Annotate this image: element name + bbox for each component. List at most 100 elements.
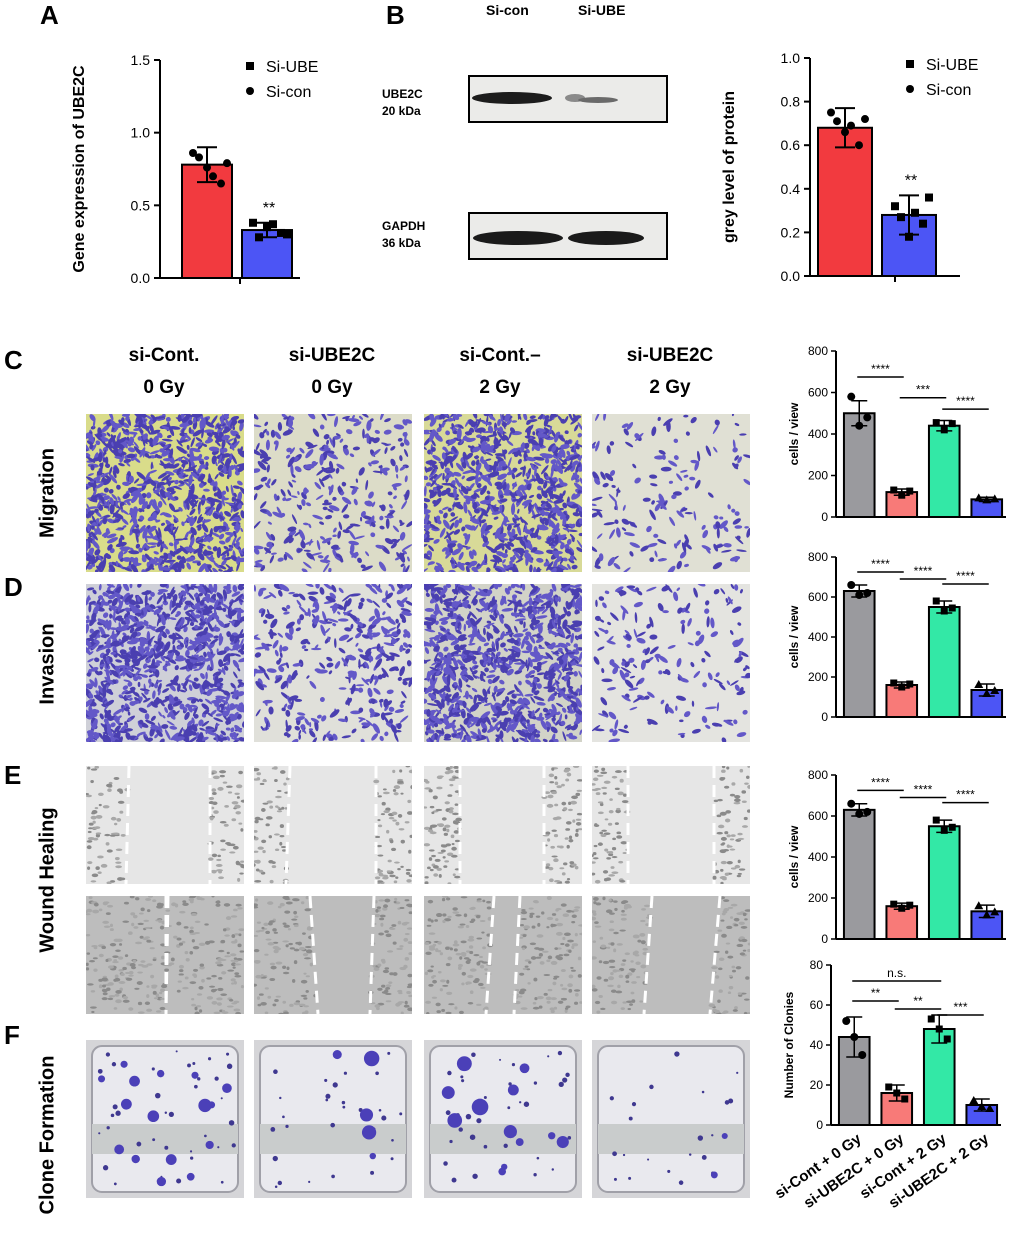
panel-a-bar-chart: 0.0 0.5 1.0 1.5 Gene expression of UBE2C ** Si…	[71, 52, 318, 286]
data-point	[855, 141, 863, 150]
y-tick-label: 600	[808, 590, 828, 604]
data-point	[974, 493, 984, 502]
data-point	[858, 1051, 867, 1059]
data-point	[948, 604, 956, 612]
y-axis-label: Number of Clonies	[782, 991, 796, 1098]
invasion-bar-chart: 0 200 400 600 800 cells / view **** **** ****	[787, 550, 1006, 724]
data-point	[249, 218, 257, 227]
y-tick-label: 800	[808, 550, 828, 564]
data-point	[890, 900, 898, 908]
bar	[817, 126, 873, 278]
significance-label: **	[871, 986, 881, 1000]
panel-b-bar-chart: 0.0 0.2 0.4 0.6 0.8 1.0 grey level of protein *…	[721, 50, 978, 284]
data-point	[948, 420, 956, 428]
significance-label: ****	[956, 788, 975, 802]
data-point	[940, 826, 948, 834]
wound-24h-image-3	[424, 896, 582, 1014]
y-tick-label: 0.0	[781, 268, 801, 284]
data-point	[974, 901, 984, 910]
wound-0h-image-3	[424, 766, 582, 884]
wound-24h-image-2	[254, 896, 412, 1014]
bar	[922, 1028, 956, 1126]
data-point	[223, 159, 231, 168]
data-point	[977, 1102, 987, 1110]
y-tick-label: 1.0	[781, 50, 801, 66]
y-tick-label: 0.5	[131, 197, 151, 213]
migration-image-4	[592, 414, 750, 572]
clone-dish-image-1	[86, 1040, 244, 1198]
significance-label: ****	[871, 362, 890, 376]
data-point	[827, 108, 835, 117]
y-axis-label: grey level of protein	[721, 91, 738, 243]
data-point	[277, 228, 285, 237]
western-blot-ube2c	[468, 75, 668, 123]
data-point	[189, 149, 197, 158]
significance-label: **	[913, 994, 923, 1008]
data-point	[969, 1096, 979, 1104]
data-point	[855, 809, 864, 818]
data-point	[842, 1017, 851, 1025]
data-point	[847, 392, 856, 401]
data-point	[932, 816, 940, 824]
y-tick-label: 60	[810, 998, 824, 1012]
data-point	[841, 128, 849, 137]
significance-label: ****	[956, 394, 975, 408]
blot-lane-label-si-ube: Si-UBE	[578, 2, 626, 18]
row-label-wound-healing: Wound Healing	[36, 807, 59, 953]
wound-healing-bar-chart: 0 200 400 600 800 cells / view **** **** ****	[787, 768, 1006, 946]
data-point	[905, 232, 913, 241]
data-point	[985, 1104, 995, 1112]
data-point	[974, 680, 984, 688]
panel-letter-c: C	[4, 345, 23, 375]
data-point	[906, 901, 914, 909]
legend-marker-square	[906, 60, 914, 68]
row-label-invasion: Invasion	[36, 623, 59, 705]
y-tick-label: 20	[810, 1078, 824, 1092]
y-tick-label: 0	[821, 710, 828, 724]
legend-label: Si-UBE	[266, 59, 318, 76]
y-tick-label: 200	[808, 670, 828, 684]
y-tick-label: 800	[808, 344, 828, 358]
data-point	[990, 494, 1000, 503]
y-tick-label: 1.5	[131, 52, 151, 68]
panel-letter-f: F	[4, 1020, 20, 1050]
blot-lane-label-si-con: Si-con	[486, 2, 529, 18]
y-axis-label: cells / view	[787, 825, 801, 888]
invasion-image-2	[254, 584, 412, 742]
data-point	[847, 581, 856, 589]
legend-label: Si-con	[266, 84, 311, 101]
blot-label-gapdh: GAPDH 36 kDa	[382, 219, 426, 250]
data-point	[898, 491, 906, 499]
significance-label: ***	[916, 383, 930, 397]
significance-label: ****	[914, 783, 933, 797]
data-point	[847, 799, 856, 808]
y-tick-label: 0.8	[781, 94, 801, 110]
data-point	[943, 1035, 951, 1043]
y-tick-label: 200	[808, 469, 828, 483]
wound-0h-image-1	[86, 766, 244, 884]
data-point	[906, 487, 914, 495]
data-point	[863, 413, 872, 422]
bar	[927, 606, 961, 718]
y-tick-label: 80	[810, 958, 824, 972]
data-point	[932, 597, 940, 605]
panel-letter-d: D	[4, 572, 23, 602]
bar	[842, 590, 876, 718]
data-point	[911, 208, 919, 217]
bar	[842, 808, 876, 940]
data-point	[897, 213, 905, 222]
y-tick-label: 1.0	[131, 125, 151, 141]
data-point	[203, 163, 211, 172]
data-point	[940, 607, 948, 615]
data-point	[833, 117, 841, 126]
data-point	[948, 823, 956, 831]
western-blot-gapdh	[468, 212, 668, 260]
data-point	[283, 230, 291, 239]
data-point	[890, 679, 898, 687]
legend-label: Si-UBE	[926, 57, 978, 74]
data-point	[927, 1015, 935, 1023]
significance-label: ****	[871, 557, 890, 571]
clone-dish-image-2	[254, 1040, 412, 1198]
significance-label: n.s.	[887, 966, 906, 980]
data-point	[885, 1083, 893, 1091]
